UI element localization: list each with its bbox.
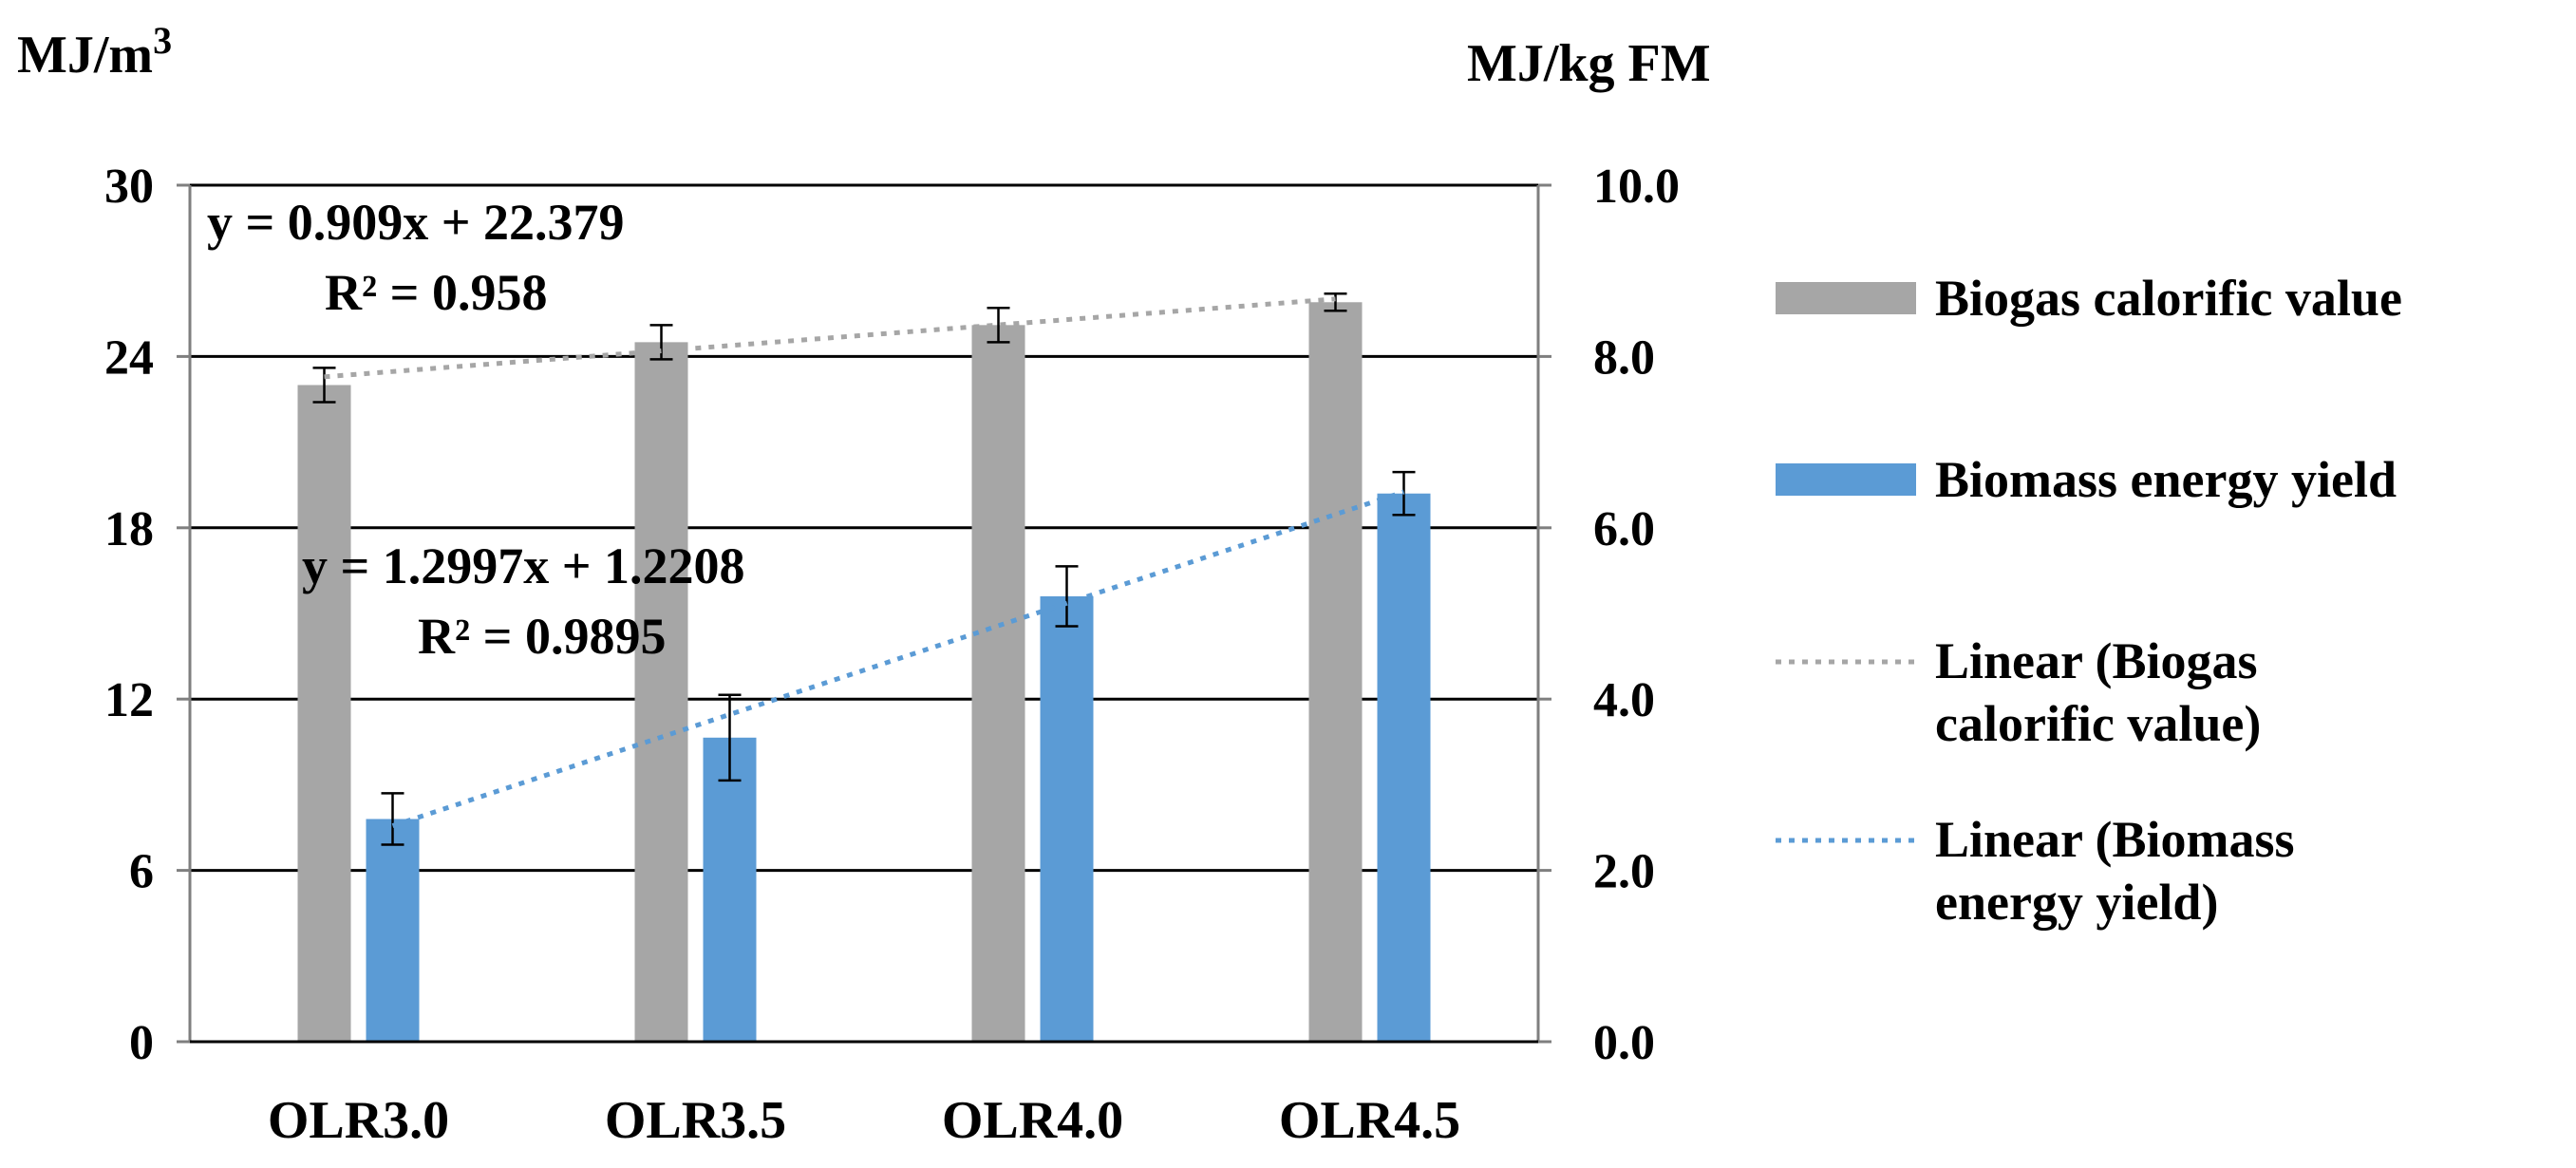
bars bbox=[297, 302, 1431, 1043]
bar-biomass bbox=[366, 819, 420, 1042]
trendline-biogas bbox=[324, 296, 1336, 380]
category-labels: OLR3.0 OLR3.5 OLR4.0 OLR4.5 bbox=[268, 1091, 1460, 1150]
left-axis-unit-superscript: 3 bbox=[153, 19, 172, 62]
trendline-r2-biomass: R² = 0.9895 bbox=[418, 608, 666, 665]
trendlines bbox=[324, 296, 1405, 829]
right-tick-label: 4.0 bbox=[1593, 673, 1655, 727]
legend-label-biogas: Biogas calorific value bbox=[1935, 270, 2402, 327]
right-tick-label: 8.0 bbox=[1593, 330, 1655, 385]
trendline-r2-biogas: R² = 0.958 bbox=[325, 264, 547, 321]
bar-biogas bbox=[1308, 302, 1363, 1043]
left-tick-label: 18 bbox=[104, 502, 154, 556]
left-tick-label: 12 bbox=[104, 673, 154, 727]
trendline-equation-biogas: y = 0.909x + 22.379 bbox=[207, 194, 625, 251]
bar-biogas bbox=[297, 385, 351, 1042]
axes bbox=[177, 183, 1551, 1044]
bar-biogas bbox=[971, 325, 1025, 1042]
right-tick-label: 0.0 bbox=[1593, 1016, 1655, 1070]
legend-label-biomass: Biomass energy yield bbox=[1935, 451, 2397, 508]
category-label: OLR4.0 bbox=[942, 1091, 1123, 1150]
legend-swatch-biogas bbox=[1776, 282, 1916, 314]
legend: Biogas calorific value Biomass energy yi… bbox=[1776, 270, 2402, 931]
left-tick-label: 24 bbox=[104, 330, 154, 385]
legend-label-linear-biomass: Linear (Biomass energy yield) bbox=[1935, 811, 2295, 931]
left-tick-label: 30 bbox=[104, 160, 154, 214]
left-axis-unit: MJ/m3 bbox=[17, 19, 172, 85]
category-label: OLR3.5 bbox=[605, 1091, 786, 1150]
right-tick-label: 6.0 bbox=[1593, 502, 1655, 556]
bar-biomass bbox=[1377, 493, 1431, 1042]
bar-biogas bbox=[634, 342, 688, 1042]
trendline-equation-biomass: y = 1.2997x + 1.2208 bbox=[302, 537, 745, 594]
category-label: OLR4.5 bbox=[1279, 1091, 1460, 1150]
left-tick-label: 6 bbox=[129, 845, 154, 899]
bar-biomass bbox=[703, 737, 757, 1042]
right-tick-label: 10.0 bbox=[1593, 160, 1680, 214]
trendline-biomass bbox=[391, 489, 1405, 829]
legend-swatch-biomass bbox=[1776, 463, 1916, 496]
category-label: OLR3.0 bbox=[268, 1091, 449, 1150]
left-tick-label: 0 bbox=[129, 1016, 154, 1070]
legend-label-linear-biogas: Linear (Biogas calorific value) bbox=[1935, 632, 2261, 752]
bar-biomass bbox=[1040, 595, 1094, 1042]
tick-labels: 0 6 12 18 24 30 0.0 2.0 4.0 6.0 8.0 10.0 bbox=[104, 160, 1680, 1070]
right-axis-unit: MJ/kg FM bbox=[1467, 34, 1711, 93]
right-tick-label: 2.0 bbox=[1593, 845, 1655, 899]
